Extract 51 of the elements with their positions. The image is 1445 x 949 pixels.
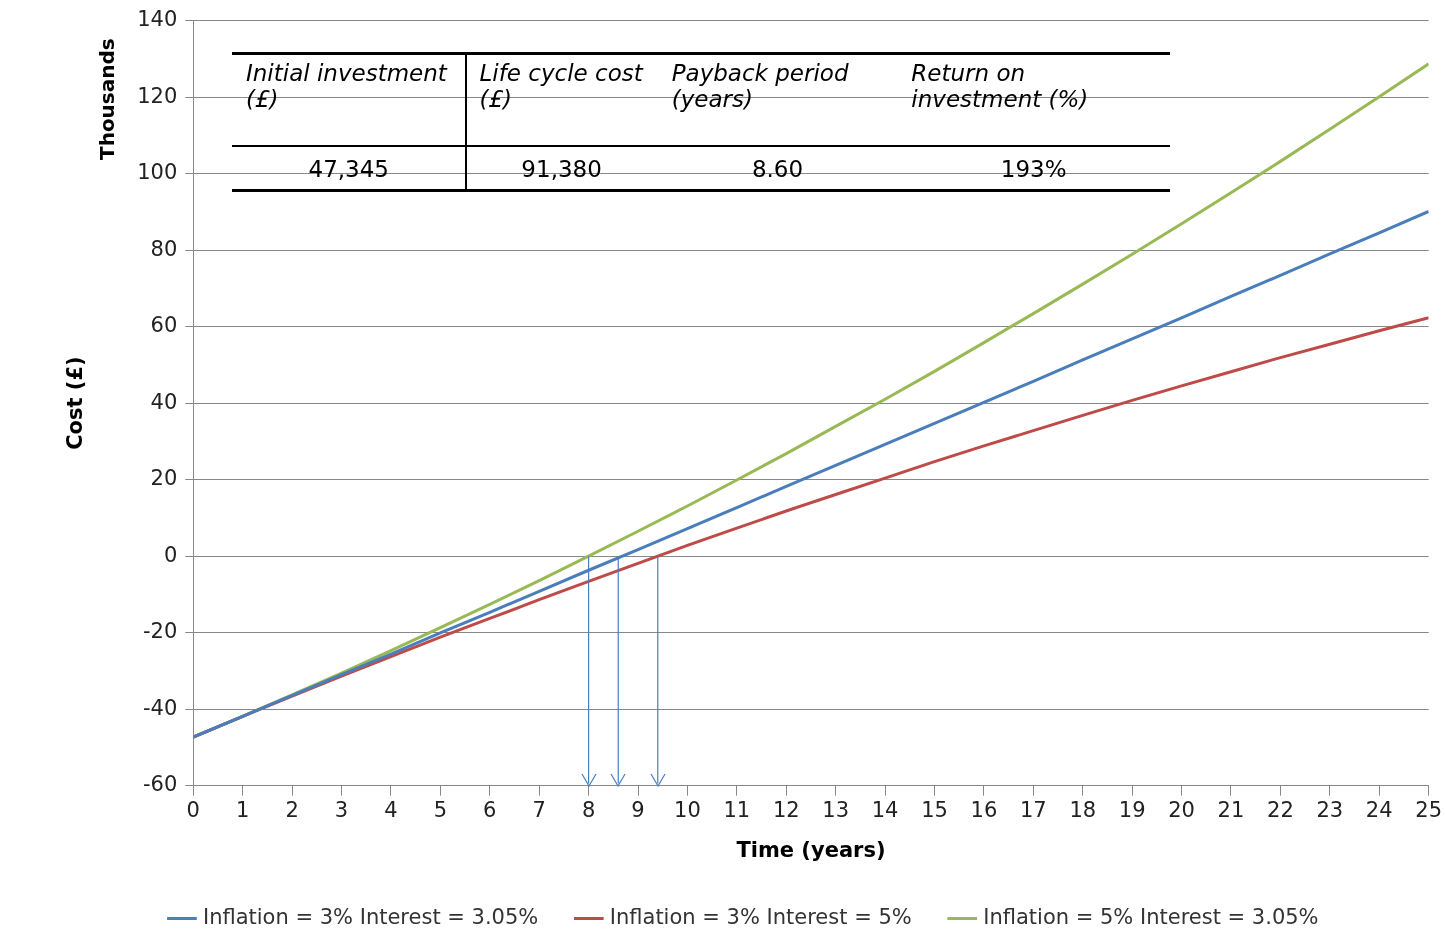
x-tick-label: 6 bbox=[483, 797, 497, 822]
x-tick-label: 15 bbox=[921, 797, 948, 822]
text: Thousands bbox=[95, 38, 119, 160]
x-tick-label: 10 bbox=[674, 797, 701, 822]
x-tick-label: 21 bbox=[1217, 797, 1245, 822]
x-tick-label: 0 bbox=[186, 797, 200, 822]
x-tick-label: 14 bbox=[871, 797, 899, 822]
x-tick-label: 8 bbox=[581, 797, 596, 822]
annotation: 8.60 bbox=[750, 155, 805, 184]
y-tick-label: -60 bbox=[142, 772, 178, 797]
x-tick-label: 3 bbox=[334, 797, 349, 822]
x-tick-label: 5 bbox=[433, 797, 448, 822]
x-tick-label: 23 bbox=[1316, 797, 1344, 822]
y-axis-title: Cost (£) bbox=[63, 356, 88, 450]
y-tick-label: 0 bbox=[163, 542, 178, 567]
x-tick-label: 16 bbox=[970, 797, 998, 822]
y-tick-label: 20 bbox=[150, 466, 178, 491]
x-tick-label: 4 bbox=[384, 797, 398, 822]
y-tick-label: -40 bbox=[142, 695, 178, 720]
x-tick-label: 13 bbox=[822, 797, 850, 822]
x-tick-label: 2 bbox=[285, 797, 299, 822]
annotation: Return on investment (%) bbox=[910, 59, 1090, 114]
legend-label: Inflation = 3% Interest = 5% bbox=[609, 904, 912, 929]
x-tick-label: 7 bbox=[532, 797, 546, 822]
annotation: Initial investment (£) bbox=[245, 59, 449, 114]
x-tick-label: 11 bbox=[723, 797, 751, 822]
x-tick-label: 17 bbox=[1019, 797, 1047, 822]
y-tick-label: 140 bbox=[137, 7, 178, 32]
annotation: 193% bbox=[999, 155, 1068, 184]
y-tick-label: 100 bbox=[137, 160, 178, 185]
x-tick-label: 24 bbox=[1365, 797, 1393, 822]
y-tick-label: 60 bbox=[150, 313, 178, 338]
x-tick-label: 19 bbox=[1118, 797, 1146, 822]
annotation: 47,345 bbox=[307, 155, 390, 184]
annotation: 91,380 bbox=[520, 155, 603, 184]
y-tick-label: 80 bbox=[150, 236, 178, 261]
legend-label: Inflation = 3% Interest = 3.05% bbox=[202, 904, 539, 929]
y-tick-label: 40 bbox=[150, 389, 178, 414]
y-tick-label: 120 bbox=[137, 83, 178, 108]
y-tick-label: -20 bbox=[142, 619, 178, 644]
x-axis-title: Time (years) bbox=[736, 837, 886, 862]
x-tick-label: 22 bbox=[1267, 797, 1294, 822]
x-tick-label: 9 bbox=[631, 797, 645, 822]
x-tick-label: 20 bbox=[1168, 797, 1195, 822]
x-tick-label: 12 bbox=[772, 797, 800, 822]
x-tick-label: 25 bbox=[1415, 797, 1443, 822]
x-tick-label: 1 bbox=[236, 797, 250, 822]
annotation: Life cycle cost (£) bbox=[478, 59, 645, 114]
x-tick-label: 18 bbox=[1069, 797, 1097, 822]
annotation: Payback period (years) bbox=[670, 59, 850, 114]
legend-label: Inflation = 5% Interest = 3.05% bbox=[983, 904, 1319, 929]
